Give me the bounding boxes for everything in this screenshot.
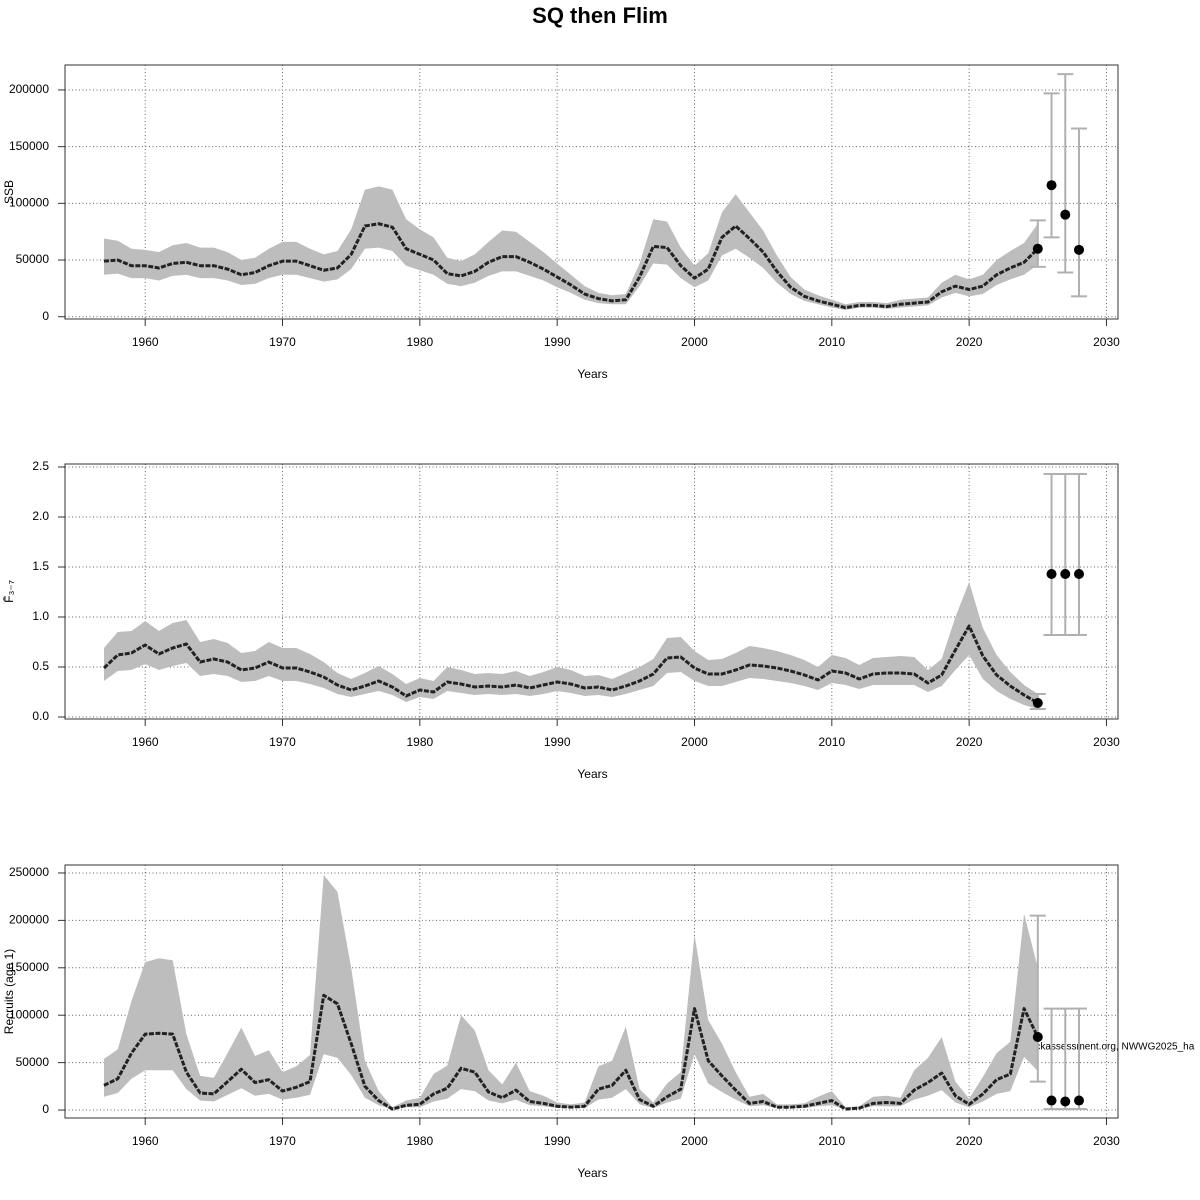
x-tick-label: 2010	[818, 735, 845, 749]
y-tick-label: 0.5	[32, 659, 49, 673]
x-tick-label: 1990	[544, 335, 571, 349]
y-tick-label: 2.0	[32, 509, 49, 523]
forecast-point	[1060, 209, 1071, 220]
x-tick-label: 1980	[406, 335, 433, 349]
x-tick-label: 2000	[681, 735, 708, 749]
forecast-point	[1046, 180, 1057, 191]
y-tick-label: 1.0	[32, 609, 49, 623]
y-axis-label: SSB	[2, 180, 16, 204]
confidence-band	[104, 186, 1038, 310]
x-tick-label: 2030	[1093, 335, 1120, 349]
y-tick-label: 150000	[9, 960, 49, 974]
plot-frame	[64, 463, 1119, 720]
x-tick-label: 1980	[406, 1134, 433, 1148]
x-tick-label: 1960	[132, 335, 159, 349]
x-tick-label: 2000	[681, 1134, 708, 1148]
figure-title: SQ then Flim	[532, 3, 668, 28]
x-tick-label: 2030	[1093, 1134, 1120, 1148]
x-tick-label: 2010	[818, 335, 845, 349]
x-tick-label: 1960	[132, 1134, 159, 1148]
y-tick-label: 100000	[9, 196, 49, 210]
x-axis-label: Years	[577, 767, 607, 781]
estimate-line	[103, 222, 1039, 310]
x-tick-label: 2020	[956, 1134, 983, 1148]
confidence-band	[104, 874, 1038, 1110]
y-tick-label: 250000	[9, 865, 49, 879]
y-tick-label: 200000	[9, 82, 49, 96]
x-tick-label: 2010	[818, 1134, 845, 1148]
x-tick-label: 1990	[544, 735, 571, 749]
x-axis-label: Years	[577, 367, 607, 381]
forecast-point	[1060, 569, 1071, 579]
y-axis-label: Recruits (age 1)	[2, 949, 16, 1034]
footnote: stockassessment.org, NWWG2025_ha	[1022, 1042, 1195, 1053]
y-tick-label: 1.5	[32, 559, 49, 573]
forecast-point	[1060, 1096, 1071, 1107]
y-tick-label: 150000	[9, 139, 49, 153]
y-tick-label: 2.5	[32, 459, 49, 473]
y-tick-label: 0	[42, 1102, 49, 1116]
x-tick-label: 1970	[269, 335, 296, 349]
x-tick-label: 1970	[269, 1134, 296, 1148]
forecast-point	[1074, 569, 1084, 579]
forecast-point	[1032, 243, 1043, 254]
x-tick-label: 2020	[956, 335, 983, 349]
y-tick-label: 0	[42, 309, 49, 323]
x-tick-label: 1980	[406, 735, 433, 749]
confidence-band	[104, 582, 1038, 709]
y-tick-label: 100000	[9, 1007, 49, 1021]
estimate-line	[102, 624, 1039, 705]
forecast-point	[1046, 569, 1057, 579]
y-axis-label: F̄₃₋₇	[2, 580, 16, 603]
x-tick-label: 1960	[132, 735, 159, 749]
x-tick-label: 2000	[681, 335, 708, 349]
y-tick-label: 0.0	[32, 709, 49, 723]
x-tick-label: 1990	[544, 1134, 571, 1148]
x-tick-label: 1970	[269, 735, 296, 749]
x-tick-label: 2020	[956, 735, 983, 749]
forecast-point	[1032, 1032, 1043, 1043]
y-tick-label: 50000	[16, 1055, 50, 1069]
estimate-line	[103, 993, 1040, 1111]
forecast-point	[1046, 1095, 1057, 1106]
forecast-point	[1074, 1095, 1084, 1106]
x-axis-label: Years	[577, 1166, 607, 1180]
x-tick-label: 2030	[1093, 735, 1120, 749]
plot-frame	[64, 864, 1119, 1119]
plot-frame	[64, 64, 1119, 320]
forecast-point	[1074, 244, 1084, 255]
forecast-point	[1032, 698, 1043, 708]
y-tick-label: 200000	[9, 913, 49, 927]
y-tick-label: 50000	[16, 252, 50, 266]
